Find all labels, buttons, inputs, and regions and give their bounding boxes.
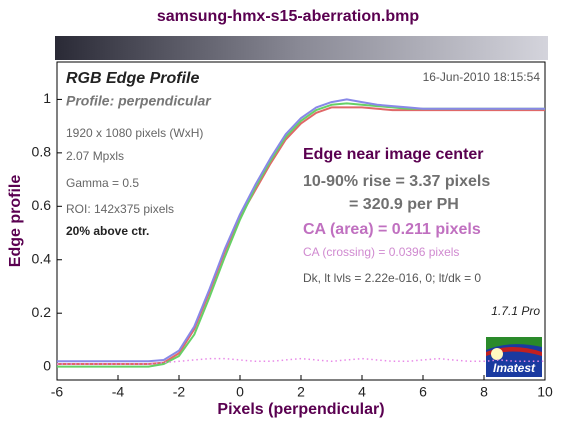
version: 1.7.1 Pro	[491, 304, 540, 318]
rise: 10-90% rise = 3.37 pixels	[303, 173, 490, 190]
series-line	[57, 357, 545, 365]
y-tick-label: 0.8	[32, 144, 52, 160]
info: ROI: 142x375 pixels	[66, 202, 174, 216]
x-tick-label: -4	[112, 384, 125, 400]
series-line	[57, 98, 545, 363]
logo-sun	[491, 348, 503, 360]
logo-stripe	[486, 337, 542, 350]
profile-label: Profile: perpendicular	[66, 93, 212, 109]
levels: Dk, lt lvls = 2.22e-016, 0; lt/dk = 0	[303, 271, 481, 285]
info: 20% above ctr.	[66, 224, 149, 238]
x-axis-label: Pixels (perpendicular)	[217, 401, 384, 418]
logo: Imatest	[486, 337, 542, 377]
x-tick-label: 0	[236, 384, 244, 400]
info: 2.07 Mpxls	[66, 149, 124, 163]
y-tick-label: 0.2	[32, 304, 52, 320]
gradient-strip	[55, 36, 548, 60]
y-tick-label: 0	[43, 357, 51, 373]
ca-area: CA (area) = 0.211 pixels	[303, 221, 481, 238]
logo-text: Imatest	[493, 361, 536, 375]
x-tick-label: 10	[537, 384, 553, 400]
y-tick-label: 0.4	[32, 250, 52, 266]
x-tick-label: 2	[297, 384, 305, 400]
info: 1920 x 1080 pixels (WxH)	[66, 126, 203, 140]
x-tick-label: -2	[173, 384, 186, 400]
x-tick-label: 6	[419, 384, 427, 400]
date: 16-Jun-2010 18:15:54	[423, 70, 541, 84]
y-axis-label: Edge profile	[7, 175, 24, 268]
chart-title: samsung-hmx-s15-aberration.bmp	[157, 8, 420, 25]
info: Gamma = 0.5	[66, 176, 139, 190]
x-tick-label: 4	[358, 384, 366, 400]
x-tick-label: -6	[51, 384, 64, 400]
panel-title: RGB Edge Profile	[66, 70, 199, 87]
y-tick-label: 0.6	[32, 197, 52, 213]
per-ph: = 320.9 per PH	[349, 196, 459, 213]
edge-heading: Edge near image center	[303, 146, 484, 163]
x-tick-label: 8	[480, 384, 488, 400]
ca-crossing: CA (crossing) = 0.0396 pixels	[303, 245, 459, 259]
y-tick-label: 1	[43, 90, 51, 106]
